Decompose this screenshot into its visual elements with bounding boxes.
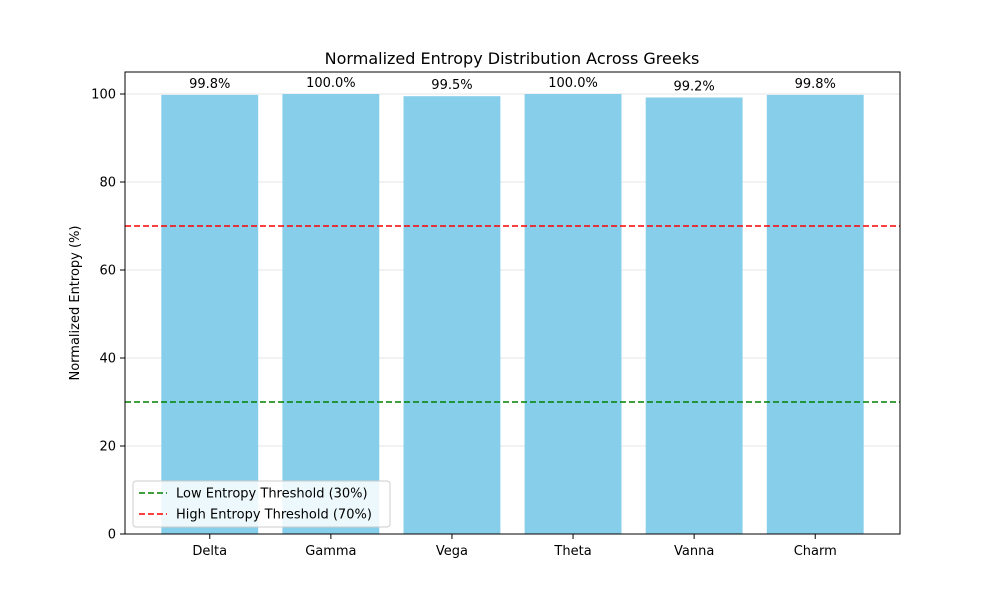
bar-value-label: 99.8% (795, 77, 836, 92)
y-tick-label: 60 (99, 264, 116, 279)
bar (766, 94, 864, 534)
y-tick-label: 100 (91, 88, 116, 103)
bar-value-label: 100.0% (548, 76, 598, 91)
x-tick-label: Theta (553, 544, 591, 559)
y-tick-label: 20 (99, 440, 116, 455)
threshold-lines (125, 225, 900, 403)
bar-value-label: 100.0% (306, 76, 356, 91)
bar (524, 94, 622, 534)
x-tick-label: Delta (192, 544, 227, 559)
bar-value-label: 99.5% (431, 78, 472, 93)
y-axis-ticks: 0 20 40 60 80 100 (91, 88, 125, 543)
x-tick-label: Vega (436, 544, 468, 559)
y-tick-label: 0 (108, 528, 116, 543)
bar-value-labels: 99.8% 100.0% 99.5% 100.0% 99.2% 99.8% (189, 76, 836, 95)
y-tick-label: 40 (99, 352, 116, 367)
bar (282, 94, 380, 534)
legend-box (132, 480, 391, 528)
x-tick-label: Gamma (305, 544, 356, 559)
legend-entry-label: Low Entropy Threshold (30%) (176, 487, 368, 502)
legend-entry-label: High Entropy Threshold (70%) (176, 508, 372, 523)
bar-value-label: 99.2% (673, 80, 714, 95)
chart-title: Normalized Entropy Distribution Across G… (325, 49, 700, 68)
x-tick-label: Charm (794, 544, 837, 559)
bar-value-label: 99.8% (189, 77, 230, 92)
bar (161, 94, 259, 534)
legend: Low Entropy Threshold (30%) High Entropy … (132, 480, 391, 528)
plot-frame (124, 71, 901, 535)
bar (645, 97, 743, 535)
bars (161, 94, 864, 535)
x-axis-ticks: Delta Gamma Vega Theta Vanna Charm (192, 534, 837, 559)
y-tick-label: 80 (99, 176, 116, 191)
x-tick-label: Vanna (674, 544, 714, 559)
bar (403, 96, 501, 534)
y-axis-label: Normalized Entropy (%) (68, 226, 83, 381)
